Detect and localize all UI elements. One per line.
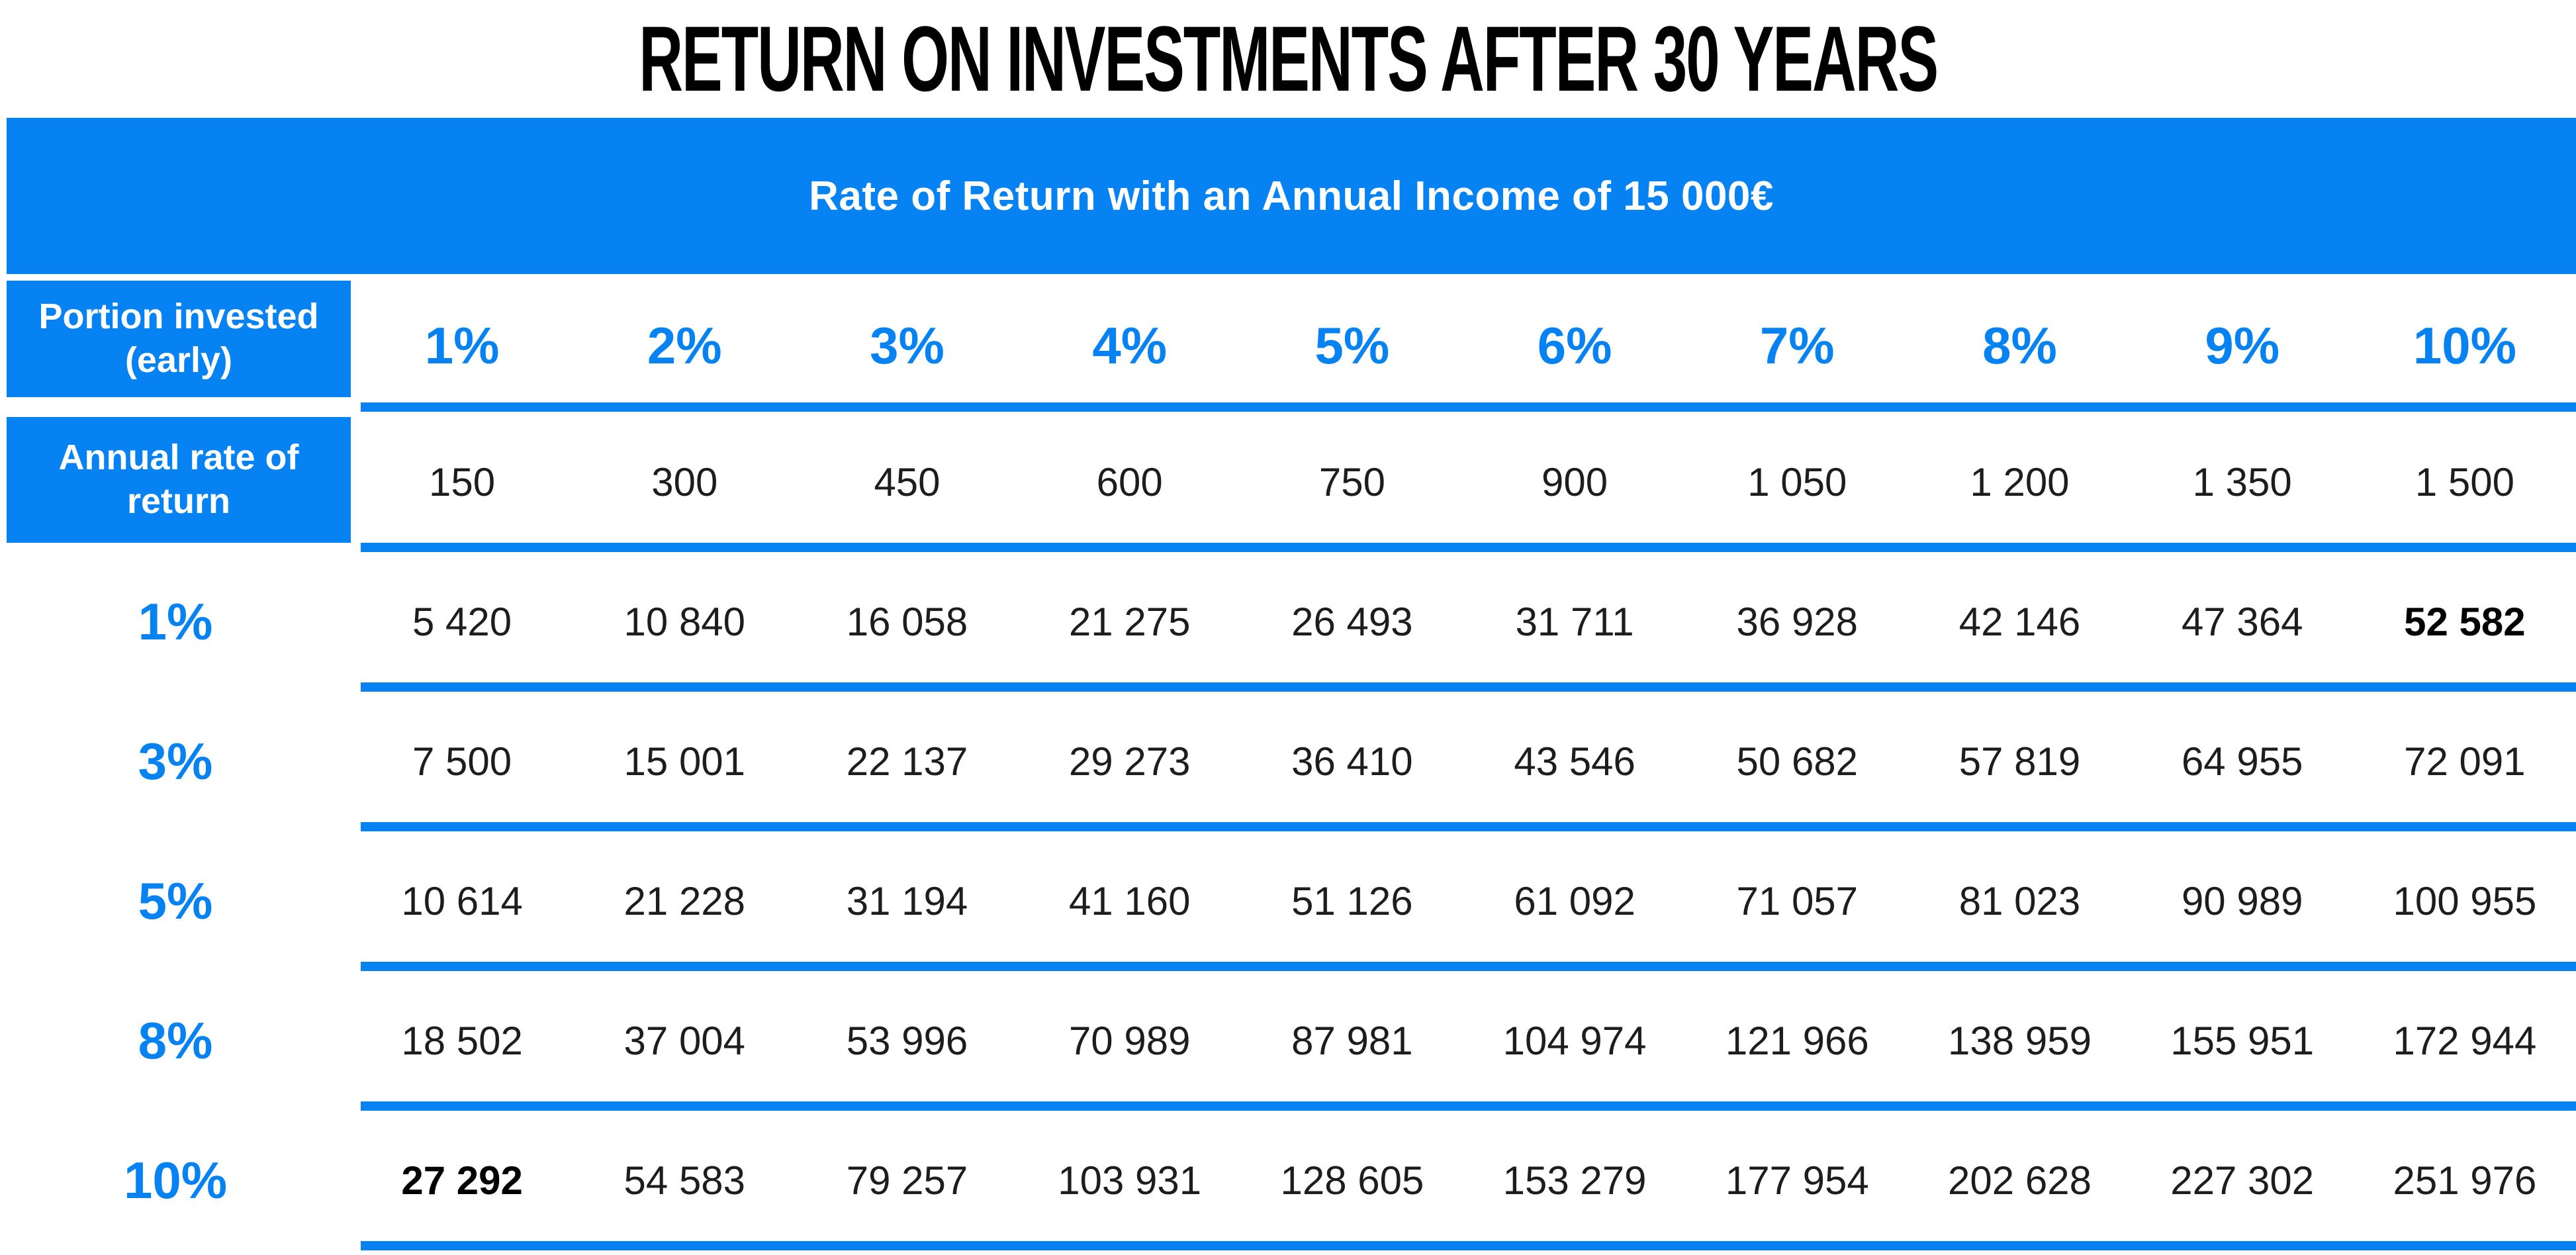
table-cell: 128 605 xyxy=(1280,1158,1424,1203)
table-cell: 71 057 xyxy=(1736,879,1859,923)
table-cell: 18 502 xyxy=(401,1019,523,1063)
invested-amount-row: Annual rate of return 150 300 450 600 75… xyxy=(0,412,2576,552)
table-cell: 16 058 xyxy=(846,600,968,644)
table-cell: 47 364 xyxy=(2181,600,2303,644)
table-cell: 29 273 xyxy=(1068,739,1191,784)
table-cell: 37 004 xyxy=(623,1019,746,1063)
row-label: 3% xyxy=(138,732,213,790)
column-header: 10% xyxy=(2413,316,2516,375)
row-divider xyxy=(361,402,2576,412)
invested-amount: 1 500 xyxy=(2415,459,2514,504)
column-header: 5% xyxy=(1314,316,1390,375)
table-cell: 31 711 xyxy=(1515,600,1634,644)
row-divider xyxy=(361,962,2576,971)
row-divider xyxy=(361,1241,2576,1250)
invested-amount: 900 xyxy=(1541,459,1608,504)
row-divider xyxy=(361,543,2576,552)
table-cell-highlighted: 52 582 xyxy=(2404,600,2526,644)
banner-text: Rate of Return with an Annual Income of … xyxy=(809,173,1774,219)
table-cell: 87 981 xyxy=(1291,1019,1413,1063)
table-cell: 21 275 xyxy=(1068,600,1191,644)
title-area: RETURN ON INVESTMENTS AFTER 30 YEARS xyxy=(0,0,2576,118)
table-cell: 54 583 xyxy=(623,1158,746,1203)
invested-amount: 750 xyxy=(1318,459,1385,504)
table-cell: 90 989 xyxy=(2181,879,2303,923)
column-header: 6% xyxy=(1537,316,1612,375)
row-divider xyxy=(361,822,2576,831)
table-cell: 26 493 xyxy=(1291,600,1413,644)
table-cell: 51 126 xyxy=(1291,879,1413,923)
table-cell: 15 001 xyxy=(623,739,746,784)
table-cell: 21 228 xyxy=(623,879,746,923)
table-cell: 41 160 xyxy=(1068,879,1191,923)
column-header: 9% xyxy=(2205,316,2280,375)
invested-amount: 150 xyxy=(429,459,496,504)
corner-label-annual-rate: Annual rate of return xyxy=(7,417,351,543)
table-cell: 36 928 xyxy=(1736,600,1859,644)
invested-amount: 1 350 xyxy=(2192,459,2292,504)
table-row: 1% 5 420 10 840 16 058 21 275 26 493 31 … xyxy=(0,552,2576,692)
table-row: 10% 27 292 54 583 79 257 103 931 128 605… xyxy=(0,1111,2576,1250)
invested-amount: 1 050 xyxy=(1747,459,1847,504)
table-cell: 53 996 xyxy=(846,1019,968,1063)
table-cell-highlighted: 27 292 xyxy=(401,1158,523,1203)
table-cell: 10 614 xyxy=(401,879,523,923)
column-header: 2% xyxy=(647,316,722,375)
table-row: 8% 18 502 37 004 53 996 70 989 87 981 10… xyxy=(0,971,2576,1111)
table-cell: 153 279 xyxy=(1502,1158,1647,1203)
table-cell: 61 092 xyxy=(1514,879,1635,923)
table-cell: 100 955 xyxy=(2393,879,2537,923)
table-cell: 251 976 xyxy=(2393,1158,2537,1203)
row-label: 10% xyxy=(123,1151,228,1209)
table-cell: 64 955 xyxy=(2181,739,2303,784)
table-cell: 103 931 xyxy=(1058,1158,1202,1203)
table-cell: 42 146 xyxy=(1958,600,2081,644)
row-divider xyxy=(361,1101,2576,1111)
column-header: 1% xyxy=(424,316,500,375)
column-header: 7% xyxy=(1759,316,1835,375)
invested-amount: 450 xyxy=(874,459,941,504)
table-cell: 31 194 xyxy=(846,879,968,923)
row-label: 5% xyxy=(138,872,213,930)
banner: Rate of Return with an Annual Income of … xyxy=(7,118,2576,274)
table-cell: 202 628 xyxy=(1948,1158,2092,1203)
table-cell: 155 951 xyxy=(2170,1019,2315,1063)
corner-label-portion-invested: Portion invested (early) xyxy=(7,281,351,397)
invested-amount: 600 xyxy=(1096,459,1163,504)
table-cell: 5 420 xyxy=(412,600,512,644)
table-cell: 57 819 xyxy=(1958,739,2081,784)
table-cell: 22 137 xyxy=(846,739,968,784)
table-cell: 121 966 xyxy=(1725,1019,1869,1063)
table-cell: 10 840 xyxy=(623,600,746,644)
row-label: 8% xyxy=(138,1011,213,1070)
table-cell: 70 989 xyxy=(1068,1019,1191,1063)
row-divider xyxy=(361,682,2576,692)
table-cell: 43 546 xyxy=(1514,739,1635,784)
invested-amount: 1 200 xyxy=(1970,459,2070,504)
table-cell: 7 500 xyxy=(412,739,512,784)
column-header: 3% xyxy=(870,316,944,375)
table-cell: 227 302 xyxy=(2170,1158,2315,1203)
investment-table: Portion invested (early) 1% 2% 3% 4% 5% … xyxy=(0,279,2576,1250)
column-header: 8% xyxy=(1982,316,2057,375)
table-cell: 50 682 xyxy=(1736,739,1859,784)
table-cell: 72 091 xyxy=(2404,739,2526,784)
invested-amount: 300 xyxy=(651,459,718,504)
table-row: 5% 10 614 21 228 31 194 41 160 51 126 61… xyxy=(0,831,2576,971)
column-header: 4% xyxy=(1092,316,1168,375)
table-cell: 81 023 xyxy=(1958,879,2081,923)
page-title: RETURN ON INVESTMENTS AFTER 30 YEARS xyxy=(639,7,1939,111)
table-cell: 79 257 xyxy=(846,1158,968,1203)
table-cell: 138 959 xyxy=(1948,1019,2092,1063)
table-cell: 36 410 xyxy=(1291,739,1413,784)
table-row: 3% 7 500 15 001 22 137 29 273 36 410 43 … xyxy=(0,692,2576,831)
row-label: 1% xyxy=(138,592,213,651)
table-cell: 104 974 xyxy=(1502,1019,1647,1063)
table-cell: 177 954 xyxy=(1725,1158,1869,1203)
header-row: Portion invested (early) 1% 2% 3% 4% 5% … xyxy=(0,279,2576,412)
table-cell: 172 944 xyxy=(2393,1019,2537,1063)
